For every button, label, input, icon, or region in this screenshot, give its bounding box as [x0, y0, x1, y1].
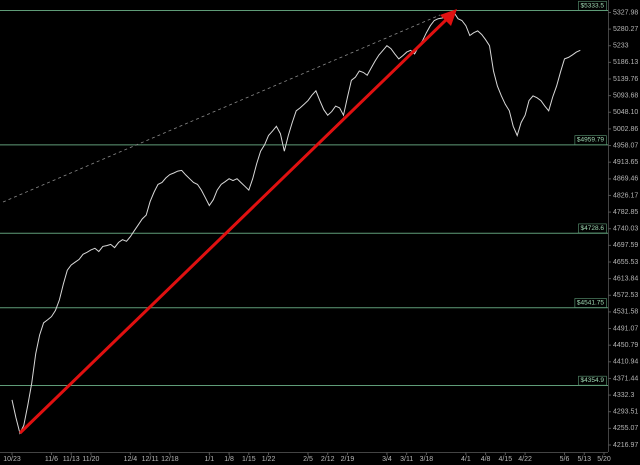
y-tick-label: 4697.59: [613, 242, 638, 249]
red-arrow: [18, 9, 457, 435]
y-tick-label: 4740.03: [613, 226, 638, 233]
y-tick-label: 4958.07: [613, 142, 638, 149]
level-label: $4728.6: [581, 225, 605, 232]
level-label-box: [578, 375, 607, 386]
y-tick-label: 4371.44: [613, 375, 638, 382]
x-tick-label: 4/1: [461, 456, 471, 463]
level-label-box: [574, 135, 607, 145]
y-tick-label: 4531.58: [613, 309, 638, 316]
price-line: [11, 11, 581, 435]
x-tick-label: 12/11: [142, 456, 159, 463]
x-tick-label: 5/6: [560, 456, 570, 463]
x-tick-label: 1/1: [204, 456, 214, 463]
y-tick-label: 4613.84: [613, 275, 638, 282]
x-tick-label: 1/15: [242, 456, 256, 463]
x-tick-label: 11/13: [63, 456, 80, 463]
x-tick-label: 4/22: [518, 456, 532, 463]
trend-line: [2, 14, 441, 203]
y-tick-label: 4216.97: [613, 442, 638, 449]
y-tick-label: 4450.79: [613, 342, 638, 349]
level-label: $4354.9: [581, 377, 605, 384]
x-tick-label: 4/8: [481, 456, 491, 463]
x-tick-label: 1/8: [224, 456, 234, 463]
y-tick-label: 5280.27: [613, 26, 638, 33]
arrow-head: [440, 9, 457, 26]
y-tick-label: 4913.65: [613, 159, 638, 166]
level-label-box: [578, 0, 607, 11]
x-tick-label: 4/15: [499, 456, 513, 463]
x-tick-label: 12/18: [161, 456, 179, 463]
y-tick-label: 5233: [613, 43, 629, 50]
level-label: $4541.75: [577, 299, 604, 306]
x-tick-label: 2/5: [303, 456, 313, 463]
x-tick-label: 1/22: [262, 456, 276, 463]
x-tick-label: 11/6: [45, 456, 58, 463]
x-tick-label: 10/23: [3, 456, 21, 463]
y-tick-label: 4491.07: [613, 325, 638, 332]
arrow-shaft: [18, 15, 451, 435]
y-tick-label: 5139.76: [613, 76, 638, 83]
level-label-box: [578, 223, 607, 234]
x-tick-label: 5/20: [597, 456, 611, 463]
y-tick-label: 4332.3: [613, 392, 635, 399]
level-label: $5333.5: [581, 2, 605, 9]
levels: $5333.5 $4959.79 $4728.6 $4541.75 $4354.9: [0, 0, 608, 386]
y-tick-label: 4255.07: [613, 425, 638, 432]
x-tick-label: 3/4: [382, 456, 392, 463]
x-tick-label: 12/4: [124, 456, 138, 463]
level-label-box: [574, 298, 607, 308]
y-tick-label: 4410.94: [613, 359, 638, 366]
y-tick-label: 5093.68: [613, 92, 638, 99]
y-tick-label: 5186.13: [613, 59, 638, 66]
y-tick-label: 5048.10: [613, 109, 638, 116]
axes: 5327.98 5280.27 5233 5186.13 5139.76 5093.68 5…: [3, 9, 638, 463]
y-tick-label: 4826.17: [613, 192, 638, 199]
x-tick-label: 3/11: [400, 456, 413, 463]
x-tick-label: 11/20: [82, 456, 99, 463]
y-tick-label: 4572.53: [613, 292, 638, 299]
y-tick-label: 5327.98: [613, 9, 638, 16]
x-tick-label: 3/18: [420, 456, 434, 463]
y-tick-label: 4293.51: [613, 409, 638, 416]
x-tick-label: 2/12: [321, 456, 335, 463]
y-tick-label: 5002.86: [613, 126, 638, 133]
y-tick-label: 4782.85: [613, 209, 638, 216]
x-tick-label: 2/19: [341, 456, 355, 463]
level-label: $4959.79: [577, 137, 604, 144]
x-tick-label: 5/13: [577, 456, 591, 463]
series: [11, 11, 581, 435]
y-tick-label: 4869.46: [613, 176, 638, 183]
y-tick-label: 4655.53: [613, 259, 638, 266]
